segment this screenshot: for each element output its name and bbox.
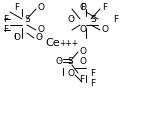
Text: O: O bbox=[38, 4, 45, 13]
Text: -: - bbox=[40, 33, 42, 39]
Text: O: O bbox=[79, 25, 86, 34]
Text: O: O bbox=[14, 34, 21, 42]
Text: O: O bbox=[102, 25, 109, 34]
Text: Ce: Ce bbox=[45, 38, 60, 48]
Text: O: O bbox=[80, 57, 87, 67]
Text: F: F bbox=[102, 4, 107, 13]
Text: S: S bbox=[90, 15, 96, 23]
Text: O: O bbox=[67, 69, 74, 78]
Text: -: - bbox=[72, 14, 74, 20]
Text: O: O bbox=[38, 25, 45, 34]
Text: F: F bbox=[80, 4, 85, 13]
Text: F: F bbox=[14, 4, 19, 13]
Text: F: F bbox=[90, 69, 95, 78]
Text: -: - bbox=[59, 57, 61, 63]
Text: F: F bbox=[3, 15, 8, 23]
Text: O: O bbox=[36, 34, 43, 42]
Text: F: F bbox=[90, 80, 95, 88]
Text: O: O bbox=[55, 57, 62, 67]
Text: O: O bbox=[80, 46, 87, 55]
Text: S: S bbox=[67, 57, 73, 67]
Text: F: F bbox=[79, 76, 84, 84]
Text: F: F bbox=[3, 25, 8, 34]
Text: O: O bbox=[79, 4, 86, 13]
Text: F: F bbox=[113, 15, 118, 23]
Text: S: S bbox=[24, 15, 30, 23]
Text: +++: +++ bbox=[59, 38, 78, 48]
Text: O: O bbox=[68, 15, 75, 23]
